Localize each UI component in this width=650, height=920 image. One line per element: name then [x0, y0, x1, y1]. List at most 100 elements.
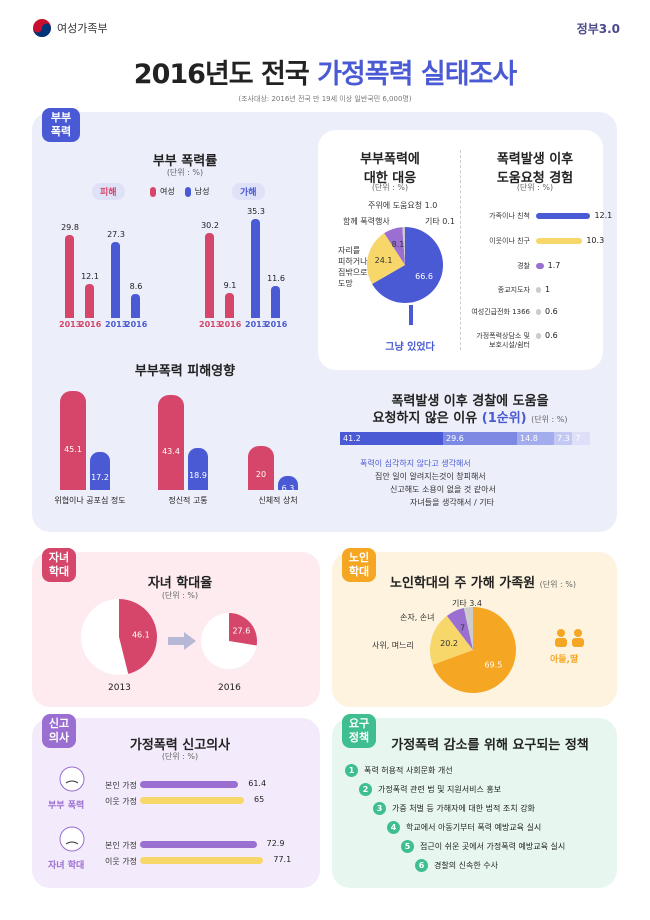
female-figure [248, 446, 274, 490]
elder-label-son: 아들,딸 [550, 655, 579, 665]
legend-male: 남성 [194, 187, 210, 196]
impact-label: 위협이나 공포심 정도 [54, 496, 126, 505]
reason-3: 신고해도 소용이 없을 것 같아서 [390, 485, 496, 494]
rate-value: 11.6 [267, 273, 285, 283]
help-label: 경찰 [517, 262, 530, 270]
policy-item: 3 가중 처벌 등 가해자에 대한 법적 조치 강화 [373, 802, 535, 815]
report-group1: 부부 폭력 [48, 801, 85, 811]
report-value: 72.9 [266, 839, 285, 848]
section-tag-child: 자녀 학대 [42, 548, 76, 582]
pie-slice [432, 607, 516, 693]
arrow-icon [168, 632, 196, 650]
rate-year: 2016 [79, 320, 102, 329]
policy-item: 1 폭력 허용적 사회문화 개선 [345, 764, 453, 777]
elder-pie: 69.5 20.27 [430, 607, 516, 693]
impact-chart: 45.1 17.2 위협이나 공포심 정도 43.4 18.9 정신적 고통 20 6.3 신체… [40, 380, 300, 510]
face-icon-angry [59, 766, 85, 792]
rate-bar [225, 292, 234, 318]
policy-item: 6 경찰의 신속한 수사 [415, 859, 498, 872]
rate-bar [271, 285, 280, 318]
reasons-unit: (단위 : %) [531, 415, 568, 424]
report-value: 61.4 [248, 779, 267, 788]
reason-segment: 14.8 [517, 432, 554, 445]
elder-label-grand: 손자, 손녀 [400, 613, 435, 622]
pie-label: 46.1 [132, 630, 150, 639]
female-value: 45.1 [64, 445, 82, 455]
help-value: 1.7 [547, 261, 561, 270]
response-label-together: 함께 폭력행사 [343, 217, 390, 226]
rate-year: 2013 [245, 320, 268, 329]
help-title: 폭력발생 이후 도움요청 경험 [496, 152, 574, 186]
spouse-rate-title: 부부 폭력률 [152, 154, 218, 169]
male-figure [90, 452, 110, 490]
ministry-name: 여성가족부 [57, 22, 108, 35]
rate-bar [205, 233, 214, 318]
policy-item: 2 가정폭력 관련 법 및 지원서비스 홍보 [359, 783, 501, 796]
female-figure [60, 390, 86, 490]
section-tag-policy: 요구 정책 [342, 714, 376, 748]
help-bar [536, 309, 541, 315]
report-bar [140, 857, 264, 864]
help-value: 10.3 [586, 236, 605, 245]
policy-number: 1 [345, 764, 358, 777]
help-label: 여성긴급전화 1366 [471, 308, 530, 316]
pie-slice [372, 227, 443, 303]
pie-label: 69.5 [485, 660, 503, 669]
page-title: 2016년도 전국 가정폭력 실태조사 [0, 52, 650, 91]
male-figure [188, 448, 208, 490]
rate-bar [85, 284, 94, 318]
policy-list: 1 폭력 허용적 사회문화 개선 2 가정폭력 관련 법 및 지원서비스 홍보 3 가중 … [345, 764, 610, 884]
rate-bar [131, 293, 140, 318]
rate-year: 2016 [219, 320, 242, 329]
rate-value: 27.3 [107, 229, 125, 239]
help-value: 0.6 [545, 307, 558, 316]
help-bar [536, 263, 544, 269]
policy-title: 가정폭력 감소를 위해 요구되는 정책 [391, 738, 589, 753]
impact-label: 정신적 고통 [168, 496, 208, 505]
policy-text: 가정폭력 관련 법 및 지원서비스 홍보 [378, 785, 502, 794]
report-value: 77.1 [273, 855, 292, 864]
help-bars: 가족이나 친척 12.1 이웃이나 친구 10.3 경찰 1.7 종교지도자 1 여성긴급전화 … [468, 204, 612, 354]
reasons-labels: 폭력이 심각하지 않다고 생각해서 집안 일이 알려지는것이 창피해서 신고해도… [340, 448, 600, 518]
response-caption: 그냥 있었다 [385, 342, 435, 353]
legend: 여성 남성 [150, 186, 209, 197]
pie-slice [430, 615, 473, 665]
report-bar [140, 841, 257, 848]
family-icon [555, 629, 584, 647]
response-label-flee: 자리를 피하거나 집밖으로 도망 [338, 246, 368, 288]
elder-label-etc: 기타 3.4 [452, 599, 482, 608]
response-divider [460, 150, 461, 350]
policy-text: 폭력 허용적 사회문화 개선 [364, 766, 453, 775]
pie-slice [402, 227, 405, 265]
face-icon-sad [59, 826, 85, 852]
rate-value: 9.1 [223, 280, 237, 290]
help-value: 1 [545, 285, 551, 294]
male-value: 6.3 [281, 483, 295, 493]
report-unit: (단위 : %) [161, 752, 199, 761]
rate-value: 29.8 [61, 222, 79, 232]
reason-segment: 7.3 [554, 432, 573, 445]
policy-number: 5 [401, 840, 414, 853]
rate-value: 35.3 [247, 207, 265, 217]
pie-label: 7 [460, 623, 465, 632]
report-self-1: 본인 가정 [105, 781, 137, 790]
policy-text: 학교에서 아동기부터 폭력 예방교육 실시 [406, 823, 542, 832]
page-title-part2: 가정폭력 실태조사 [317, 59, 517, 90]
female-figure [158, 394, 184, 490]
help-label: 가정폭력상담소 및 보호시설/쉼터 [476, 332, 530, 349]
response-pie: 66.6 24.1 8.1 [367, 227, 443, 303]
female-value: 43.4 [162, 447, 180, 457]
pie-label: 24.1 [375, 256, 393, 265]
policy-number: 6 [415, 859, 428, 872]
report-bar [140, 781, 239, 788]
report-neighbor-2: 이웃 가정 [105, 857, 137, 866]
pie-label: 8.1 [392, 240, 405, 249]
reason-2: 집안 일이 알려지는것이 창피해서 [375, 472, 486, 481]
report-self-2: 본인 가정 [105, 841, 137, 850]
elder-label-inlaw: 사위, 며느리 [372, 641, 414, 650]
pie-label: 27.6 [232, 626, 250, 635]
help-bar [536, 287, 541, 293]
pie-slice [384, 227, 405, 265]
ministry-logo: 여성가족부 [32, 18, 108, 38]
elder-unit: (단위 : %) [539, 580, 577, 589]
